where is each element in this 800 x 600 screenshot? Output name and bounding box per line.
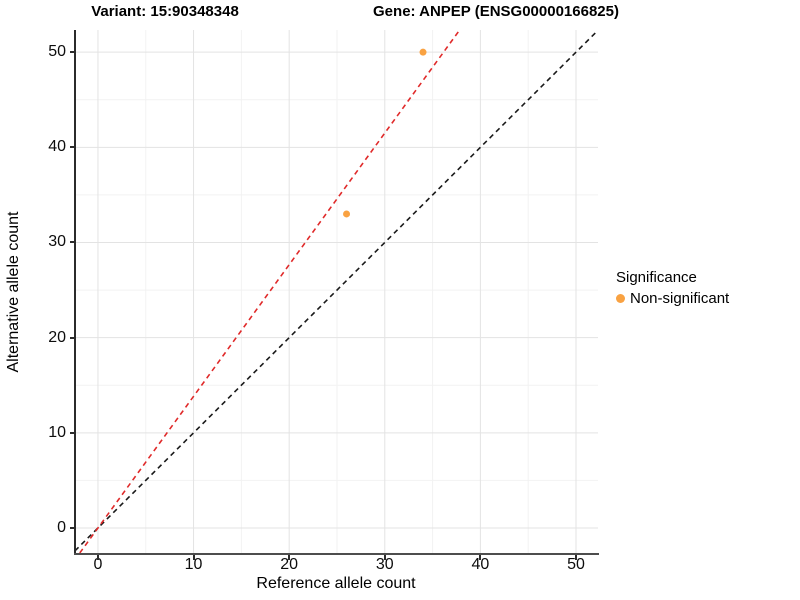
legend-entry: Non-significant bbox=[616, 290, 729, 307]
legend-entry-label: Non-significant bbox=[630, 290, 730, 307]
y-tick-mark bbox=[70, 336, 75, 339]
data-point bbox=[419, 48, 427, 56]
x-tick-mark bbox=[96, 555, 99, 560]
legend: Significance Non-significant bbox=[616, 268, 729, 307]
y-axis-label: Alternative allele count bbox=[5, 211, 22, 373]
y-tick-mark bbox=[70, 146, 75, 149]
y-axis-line bbox=[74, 30, 76, 554]
x-tick-mark bbox=[192, 555, 195, 560]
x-tick-label: 0 bbox=[93, 556, 103, 573]
x-tick-label: 30 bbox=[375, 556, 394, 573]
y-tick-label: 20 bbox=[48, 328, 66, 346]
x-axis-line bbox=[74, 553, 599, 555]
x-tick-label: 20 bbox=[280, 556, 299, 573]
x-tick-mark bbox=[575, 555, 577, 560]
y-tick-label: 50 bbox=[48, 43, 66, 61]
plot-title-gene: Gene: ANPEP (ENSG00000166825) bbox=[373, 3, 619, 20]
x-axis-label: Reference allele count bbox=[256, 575, 416, 592]
legend-point-icon bbox=[616, 294, 625, 303]
legend-entries: Non-significant bbox=[616, 290, 729, 307]
y-tick-label: 40 bbox=[48, 138, 66, 156]
identity-line bbox=[75, 30, 598, 552]
plot-title-variant: Variant: 15:90348348 bbox=[91, 3, 239, 20]
x-tick-label: 10 bbox=[184, 556, 203, 573]
plot-canvas bbox=[75, 30, 598, 553]
y-tick-label: 0 bbox=[57, 518, 66, 536]
y-tick-mark bbox=[70, 526, 75, 529]
x-tick-label: 50 bbox=[567, 556, 585, 573]
allelic-ratio-line bbox=[79, 30, 461, 553]
y-tick-label: 10 bbox=[48, 423, 66, 441]
legend-title: Significance bbox=[616, 269, 697, 286]
x-tick-mark bbox=[288, 555, 291, 560]
x-tick-mark bbox=[383, 555, 386, 560]
y-tick-mark bbox=[70, 241, 75, 244]
plot-panel bbox=[75, 30, 598, 553]
y-tick-mark bbox=[70, 51, 75, 54]
x-tick-mark bbox=[479, 555, 482, 560]
data-point bbox=[343, 210, 351, 218]
x-tick-label: 40 bbox=[471, 556, 490, 573]
y-tick-label: 30 bbox=[48, 233, 66, 251]
y-tick-mark bbox=[70, 431, 75, 434]
